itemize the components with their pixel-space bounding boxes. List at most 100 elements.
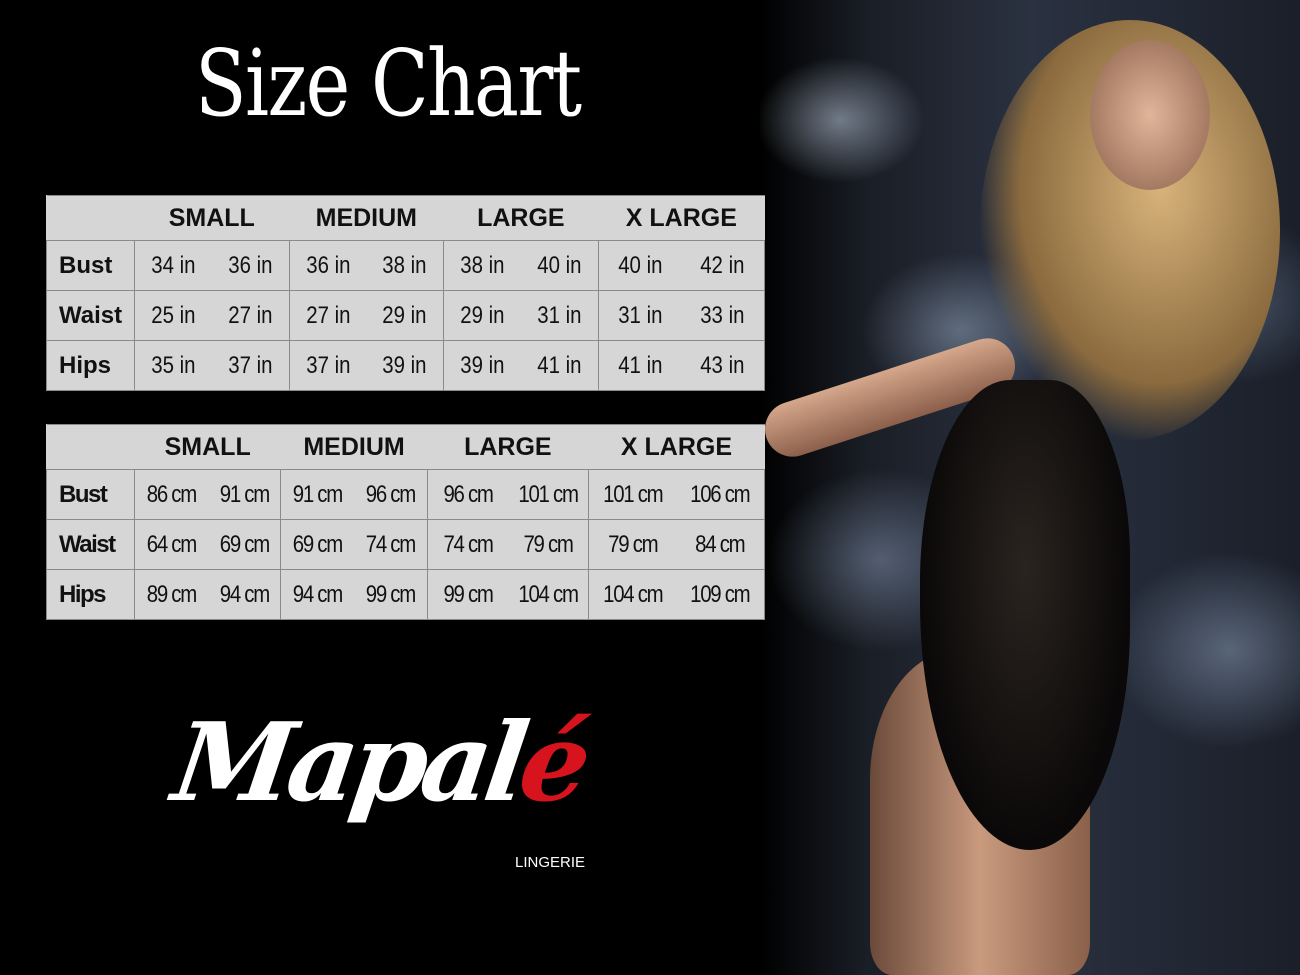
min-value: 38 in [460,251,505,279]
size-range-cell: 94 cm 99 cm [280,569,428,620]
size-table-inches: SMALL MEDIUM LARGE X LARGE Bust 34 in 36 in 36 … [46,195,766,391]
min-value: 36 in [305,251,351,279]
size-range-cell: 31 in 33 in [597,290,766,341]
size-range-cell: 69 cm 74 cm [280,519,428,570]
header-row: SMALL MEDIUM LARGE X LARGE [46,195,765,241]
size-header: LARGE [443,195,599,241]
size-table-centimeters: SMALL MEDIUM LARGE X LARGE Bust 86 cm 91 cm 91 … [46,424,766,620]
brand-name: Mapal [166,700,530,826]
model-photo [757,0,1300,975]
size-header: X LARGE [598,195,765,241]
size-range-cell: 64 cm 69 cm [133,519,282,570]
size-range-cell: 74 cm 79 cm [426,519,589,570]
min-value: 39 in [460,351,505,379]
table-row: Waist 64 cm 69 cm 69 cm 74 cm 74 cm 79 cm 79 cm… [46,519,766,570]
size-header: MEDIUM [289,195,444,241]
table-row: Hips 35 in 37 in 37 in 39 in 39 in 41 in 41 in 4… [46,340,766,391]
min-value: 35 in [151,351,196,379]
size-range-cell: 35 in 37 in [134,340,290,391]
min-value: 99 cm [443,580,493,608]
max-value: 99 cm [365,580,416,608]
min-value: 25 in [151,301,196,329]
min-value: 64 cm [146,530,197,558]
size-range-cell: 34 in 36 in [134,240,290,291]
size-range-cell: 37 in 39 in [288,340,445,391]
max-value: 84 cm [695,530,746,558]
size-range-cell: 91 cm 96 cm [280,469,428,520]
max-value: 31 in [537,301,582,329]
min-value: 101 cm [603,480,664,508]
max-value: 101 cm [518,480,579,508]
max-value: 37 in [228,351,273,379]
min-value: 79 cm [608,530,658,558]
table-row: Bust 34 in 36 in 36 in 38 in 38 in 40 in 40 in 4… [46,240,766,291]
corner-cell [46,424,135,470]
min-value: 69 cm [293,530,343,558]
size-range-cell: 36 in 38 in [288,240,445,291]
measurement-label: Bust [46,240,135,291]
max-value: 69 cm [219,530,269,558]
size-header: SMALL [134,195,290,241]
size-range-cell: 38 in 40 in [443,240,599,291]
min-value: 86 cm [146,480,197,508]
max-value: 74 cm [365,530,416,558]
measurement-label: Bust [46,469,135,520]
size-range-cell: 39 in 41 in [443,340,599,391]
max-value: 91 cm [219,480,269,508]
max-value: 33 in [700,301,745,329]
max-value: 41 in [537,351,582,379]
table-row: Bust 86 cm 91 cm 91 cm 96 cm 96 cm 101 cm 101 c… [46,469,766,520]
size-range-cell: 96 cm 101 cm [426,469,589,520]
max-value: 79 cm [523,530,573,558]
min-value: 74 cm [443,530,493,558]
min-value: 41 in [617,351,663,379]
measurement-label: Waist [46,290,135,341]
max-value: 106 cm [690,480,752,508]
table-row: Waist 25 in 27 in 27 in 29 in 29 in 31 in 31 in… [46,290,766,341]
min-value: 96 cm [443,480,493,508]
max-value: 94 cm [219,580,269,608]
brand-subtitle: LINGERIE [515,854,586,871]
size-range-cell: 86 cm 91 cm [133,469,282,520]
size-range-cell: 99 cm 104 cm [426,569,589,620]
max-value: 39 in [382,351,427,379]
max-value: 104 cm [518,580,579,608]
min-value: 89 cm [146,580,197,608]
max-value: 43 in [700,351,745,379]
max-value: 96 cm [365,480,416,508]
size-header: SMALL [134,424,281,470]
max-value: 38 in [382,251,427,279]
min-value: 94 cm [293,580,343,608]
size-range-cell: 41 in 43 in [597,340,766,391]
max-value: 42 in [700,251,745,279]
max-value: 40 in [537,251,582,279]
min-value: 29 in [460,301,505,329]
measurement-label: Waist [46,519,135,570]
size-range-cell: 79 cm 84 cm [587,519,766,570]
header-row: SMALL MEDIUM LARGE X LARGE [46,424,765,470]
min-value: 34 in [151,251,196,279]
size-header: LARGE [427,424,589,470]
min-value: 31 in [617,301,663,329]
size-range-cell: 29 in 31 in [443,290,599,341]
size-range-cell: 104 cm 109 cm [587,569,766,620]
max-value: 29 in [382,301,427,329]
max-value: 27 in [228,301,273,329]
page-title: Size Chart [195,30,582,137]
table-row: Hips 89 cm 94 cm 94 cm 99 cm 99 cm 104 cm 104 c… [46,569,766,620]
size-header: X LARGE [588,424,765,470]
lace-bodysuit [920,380,1130,850]
model-face [1090,40,1210,190]
max-value: 36 in [228,251,273,279]
size-range-cell: 101 cm 106 cm [587,469,766,520]
max-value: 109 cm [690,580,752,608]
min-value: 27 in [305,301,351,329]
corner-cell [46,195,135,241]
size-range-cell: 27 in 29 in [288,290,445,341]
size-range-cell: 40 in 42 in [597,240,766,291]
min-value: 37 in [305,351,351,379]
min-value: 104 cm [603,580,664,608]
min-value: 91 cm [293,480,343,508]
min-value: 40 in [617,251,663,279]
size-range-cell: 25 in 27 in [134,290,290,341]
